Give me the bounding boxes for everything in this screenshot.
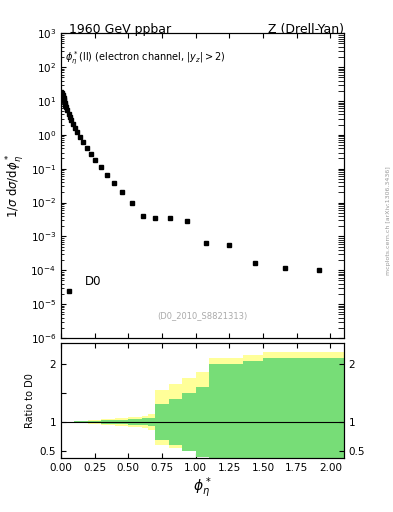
Y-axis label: Ratio to D0: Ratio to D0 (26, 373, 35, 428)
Text: (D0_2010_S8821313): (D0_2010_S8821313) (157, 311, 248, 320)
Text: Z (Drell-Yan): Z (Drell-Yan) (268, 23, 344, 36)
Text: mcplots.cern.ch [arXiv:1306.3436]: mcplots.cern.ch [arXiv:1306.3436] (386, 166, 391, 274)
Text: D0: D0 (85, 274, 101, 288)
X-axis label: $\phi^*_\eta$: $\phi^*_\eta$ (193, 476, 212, 500)
Text: $\phi^*_\eta({\rm ll})$ (electron channel, $|y_z|>2$): $\phi^*_\eta({\rm ll})$ (electron channe… (65, 50, 226, 68)
Y-axis label: $1/\sigma\;{\rm d}\sigma/{\rm d}\phi^*_\eta$: $1/\sigma\;{\rm d}\sigma/{\rm d}\phi^*_\… (4, 153, 26, 218)
Text: 1960 GeV ppbar: 1960 GeV ppbar (69, 23, 171, 36)
